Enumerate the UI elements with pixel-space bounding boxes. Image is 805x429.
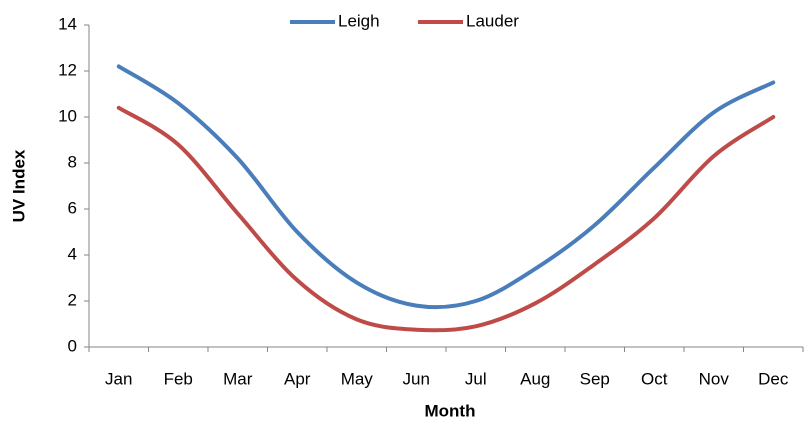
y-tick-label: 8 bbox=[68, 152, 77, 171]
x-tick-label: Nov bbox=[699, 369, 730, 388]
y-tick-label: 2 bbox=[68, 290, 77, 309]
x-tick-label: Dec bbox=[758, 369, 789, 388]
x-tick-label: Aug bbox=[520, 369, 550, 388]
y-tick-label: 0 bbox=[68, 336, 77, 355]
y-axis-title: UV Index bbox=[9, 149, 28, 222]
y-tick-label: 12 bbox=[58, 60, 77, 79]
x-tick-label: Oct bbox=[641, 369, 668, 388]
y-tick-label: 10 bbox=[58, 106, 77, 125]
line-series bbox=[116, 64, 776, 310]
x-tick-label: Feb bbox=[164, 369, 193, 388]
x-tick-label: Jan bbox=[105, 369, 132, 388]
x-tick-label: Sep bbox=[580, 369, 610, 388]
x-tick-label: May bbox=[341, 369, 374, 388]
legend-label: Leigh bbox=[338, 11, 380, 30]
legend-label: Lauder bbox=[466, 11, 519, 30]
y-tick-label: 6 bbox=[68, 198, 77, 217]
x-tick-label: Apr bbox=[284, 369, 311, 388]
x-tick-label: Jul bbox=[465, 369, 487, 388]
x-tick-label: Jun bbox=[403, 369, 430, 388]
line-series bbox=[116, 105, 776, 333]
x-axis-title: Month bbox=[425, 401, 476, 420]
y-tick-label: 14 bbox=[58, 14, 77, 33]
y-tick-label: 4 bbox=[68, 244, 77, 263]
x-tick-label: Mar bbox=[223, 369, 253, 388]
